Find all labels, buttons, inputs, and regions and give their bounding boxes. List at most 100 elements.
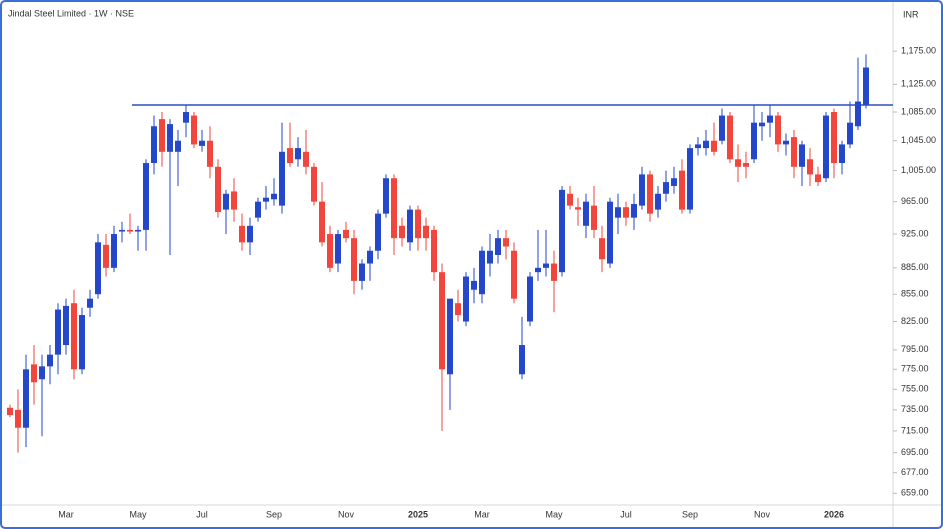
candle-body	[695, 144, 701, 149]
candle-body	[791, 137, 797, 167]
y-tick-label: 695.00	[901, 447, 929, 457]
y-tick-label: 825.00	[901, 316, 929, 326]
candle-body	[279, 151, 285, 206]
candle-body	[271, 193, 277, 200]
candle-body	[807, 159, 813, 175]
candle-body	[783, 140, 789, 145]
candle-body	[527, 276, 533, 322]
y-tick-label: 1,175.00	[901, 45, 936, 55]
y-tick-label: 925.00	[901, 228, 929, 238]
candle-body	[287, 148, 293, 164]
x-tick-label: Sep	[682, 509, 698, 519]
candle-body	[711, 140, 717, 152]
candle-body	[615, 207, 621, 218]
candle-body	[135, 229, 141, 232]
x-tick-label: 2025	[408, 509, 428, 519]
candle-body	[519, 345, 525, 375]
candle-body	[647, 174, 653, 214]
y-tick-label: 1,045.00	[901, 135, 936, 145]
candle-body	[687, 148, 693, 210]
candle-body	[359, 263, 365, 281]
candle-body	[335, 234, 341, 264]
candle-body	[303, 151, 309, 167]
candle-body	[727, 115, 733, 160]
x-tick-label: May	[545, 509, 563, 519]
candle-body	[735, 159, 741, 167]
candle-body	[631, 204, 637, 218]
candle-body	[367, 250, 373, 264]
candle-body	[343, 229, 349, 239]
candle-body	[223, 193, 229, 210]
candle-body	[215, 166, 221, 213]
candle-body	[439, 272, 445, 370]
candle-body	[831, 112, 837, 164]
candle-body	[239, 225, 245, 243]
candle-body	[567, 193, 573, 206]
price-axis-label: INR	[903, 9, 919, 19]
x-tick-label: Jul	[196, 509, 208, 519]
candle-body	[87, 298, 93, 308]
candle-body	[583, 201, 589, 226]
candle-body	[423, 225, 429, 239]
candle-body	[495, 238, 501, 255]
x-tick-label: Nov	[338, 509, 355, 519]
candle-body	[759, 122, 765, 127]
candle-body	[607, 201, 613, 264]
candle-body	[767, 115, 773, 123]
candle-body	[799, 144, 805, 167]
candle-body	[63, 305, 69, 346]
candle-body	[599, 238, 605, 260]
candle-body	[375, 213, 381, 251]
candle-body	[55, 309, 61, 355]
candle-body	[559, 189, 565, 273]
y-tick-label: 855.00	[901, 289, 929, 299]
candle-body	[591, 205, 597, 230]
candle-body	[255, 201, 261, 218]
y-tick-label: 659.00	[901, 488, 929, 498]
candle-body	[391, 178, 397, 239]
x-tick-label: Mar	[58, 509, 74, 519]
y-tick-label: 1,125.00	[901, 79, 936, 89]
candle-body	[543, 263, 549, 268]
candle-body	[471, 280, 477, 290]
candle-body	[23, 369, 29, 428]
x-tick-label: 2026	[824, 509, 844, 519]
candle-body	[383, 178, 389, 214]
candle-body	[743, 163, 749, 167]
y-tick-label: 965.00	[901, 196, 929, 206]
x-tick-label: Sep	[266, 509, 282, 519]
candle-body	[551, 263, 557, 281]
candle-body	[247, 225, 253, 243]
candle-body	[175, 140, 181, 152]
candle-body	[31, 364, 37, 383]
candle-body	[7, 407, 13, 416]
y-tick-label: 715.00	[901, 425, 929, 435]
candle-body	[95, 242, 101, 295]
candle-body	[447, 298, 453, 375]
x-tick-label: Mar	[474, 509, 490, 519]
candle-body	[671, 178, 677, 186]
candle-body	[231, 191, 237, 210]
candle-body	[511, 250, 517, 299]
candle-body	[623, 207, 629, 218]
candle-body	[183, 112, 189, 123]
candle-body	[311, 166, 317, 202]
candle-body	[351, 238, 357, 281]
candle-body	[719, 115, 725, 141]
candle-body	[399, 225, 405, 239]
candle-body	[151, 126, 157, 164]
y-tick-label: 755.00	[901, 384, 929, 394]
candle-body	[663, 182, 669, 194]
candle-body	[839, 144, 845, 164]
plot-area	[7, 54, 893, 453]
candle-body	[263, 197, 269, 202]
candle-body	[863, 67, 869, 106]
candle-body	[143, 163, 149, 230]
candle-body	[655, 193, 661, 210]
candle-body	[159, 119, 165, 152]
candle-body	[815, 174, 821, 183]
candle-body	[111, 234, 117, 268]
candle-body	[167, 124, 173, 152]
candle-body	[847, 122, 853, 145]
